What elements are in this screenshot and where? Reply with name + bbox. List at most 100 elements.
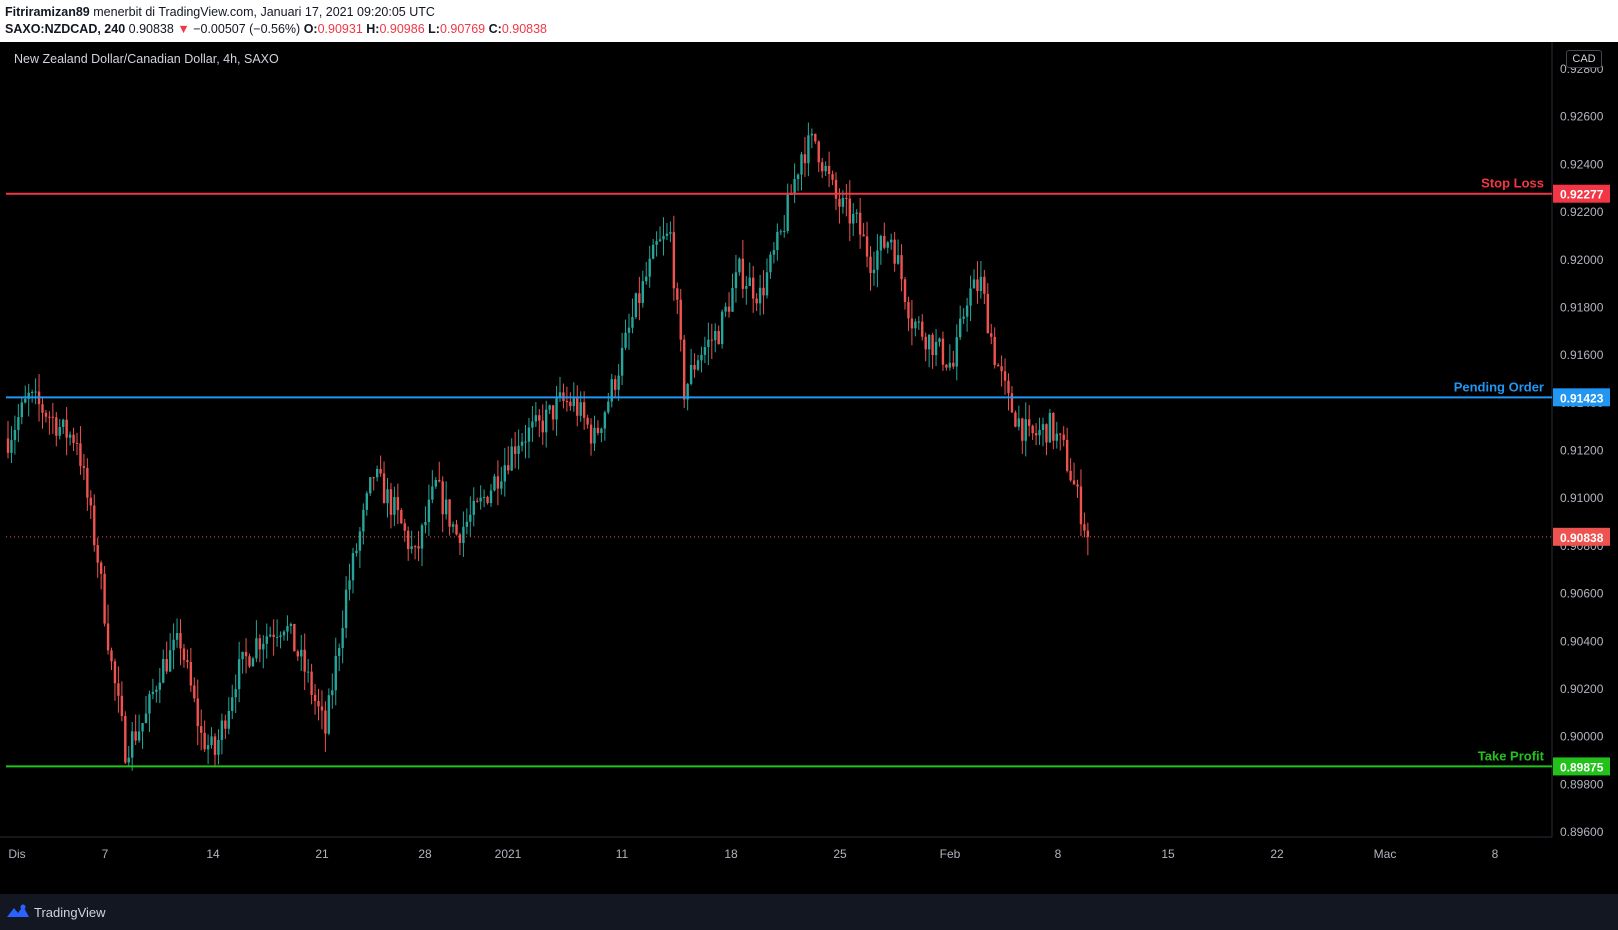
candle-body[interactable] (479, 497, 482, 502)
candle-body[interactable] (444, 499, 448, 515)
candle-body[interactable] (6, 438, 10, 453)
candle-body[interactable] (603, 412, 607, 429)
candle-body[interactable] (231, 697, 234, 711)
candle-body[interactable] (834, 179, 838, 199)
candle-body[interactable] (793, 179, 796, 195)
candle-body[interactable] (600, 428, 603, 434)
candle-body[interactable] (507, 465, 510, 471)
candle-body[interactable] (803, 154, 807, 164)
candle-body[interactable] (996, 364, 1000, 367)
candle-body[interactable] (75, 442, 79, 444)
candle-body[interactable] (386, 489, 389, 504)
candle-body[interactable] (262, 643, 265, 650)
candle-body[interactable] (269, 634, 272, 637)
candle-body[interactable] (196, 698, 199, 727)
candle-body[interactable] (20, 402, 23, 418)
candle-body[interactable] (955, 337, 958, 367)
candle-body[interactable] (1000, 366, 1003, 372)
candle-body[interactable] (838, 198, 841, 207)
candle-body[interactable] (658, 239, 662, 242)
candle-body[interactable] (213, 736, 217, 755)
candle-body[interactable] (303, 649, 306, 672)
candle-body[interactable] (610, 379, 613, 402)
candle-body[interactable] (351, 553, 355, 581)
candle-body[interactable] (86, 467, 89, 498)
candle-body[interactable] (831, 174, 834, 180)
candle-body[interactable] (1045, 424, 1048, 443)
candle-body[interactable] (741, 258, 745, 289)
candle-body[interactable] (1083, 524, 1086, 531)
candle-body[interactable] (545, 409, 548, 433)
candle-body[interactable] (783, 231, 786, 233)
candle-body[interactable] (921, 321, 924, 337)
candle-body[interactable] (855, 212, 858, 214)
candle-body[interactable] (103, 573, 106, 624)
candle-body[interactable] (1031, 425, 1034, 434)
candle-body[interactable] (272, 634, 275, 638)
candle-body[interactable] (217, 739, 220, 755)
candle-body[interactable] (976, 279, 979, 292)
candle-body[interactable] (324, 710, 327, 734)
candle-body[interactable] (845, 197, 848, 199)
candle-body[interactable] (162, 658, 165, 683)
candle-body[interactable] (752, 277, 755, 299)
candle-body[interactable] (852, 213, 855, 224)
candle-body[interactable] (841, 197, 845, 207)
candle-body[interactable] (662, 235, 665, 240)
candle-body[interactable] (686, 383, 689, 400)
candle-body[interactable] (772, 250, 776, 255)
candle-body[interactable] (1062, 434, 1065, 440)
candle-body[interactable] (1055, 433, 1058, 441)
candle-body[interactable] (579, 402, 582, 416)
candle-body[interactable] (51, 416, 55, 418)
candle-body[interactable] (79, 443, 82, 467)
candle-body[interactable] (1014, 412, 1017, 427)
candle-body[interactable] (817, 141, 820, 163)
candle-body[interactable] (327, 695, 331, 734)
candle-body[interactable] (796, 174, 800, 180)
candle-body[interactable] (279, 635, 282, 637)
candle-body[interactable] (182, 648, 186, 661)
candle-body[interactable] (748, 277, 751, 287)
candle-body[interactable] (810, 133, 814, 136)
candle-body[interactable] (907, 301, 910, 319)
candle-body[interactable] (106, 623, 110, 651)
candle-body[interactable] (569, 401, 572, 407)
candle-body[interactable] (341, 627, 344, 649)
candle-body[interactable] (862, 234, 865, 237)
tradingview-logo-icon[interactable] (6, 903, 30, 919)
candle-body[interactable] (786, 193, 789, 232)
candle-body[interactable] (903, 279, 907, 302)
candle-body[interactable] (241, 651, 244, 660)
candle-body[interactable] (734, 272, 738, 288)
candle-body[interactable] (614, 379, 617, 390)
candle-body[interactable] (124, 716, 127, 763)
candle-body[interactable] (983, 276, 986, 294)
candle-body[interactable] (1028, 419, 1031, 426)
candle-body[interactable] (586, 417, 589, 425)
candle-body[interactable] (62, 419, 65, 428)
candle-body[interactable] (144, 713, 148, 724)
candle-body[interactable] (931, 334, 934, 356)
candle-body[interactable] (58, 427, 61, 436)
candle-body[interactable] (168, 650, 172, 672)
candle-body[interactable] (941, 338, 945, 365)
candle-body[interactable] (700, 354, 703, 361)
candle-body[interactable] (1079, 486, 1083, 525)
candle-body[interactable] (451, 524, 455, 527)
candle-body[interactable] (127, 757, 130, 763)
candle-body[interactable] (313, 694, 317, 702)
candle-body[interactable] (627, 327, 631, 333)
candle-body[interactable] (596, 427, 600, 434)
candle-body[interactable] (965, 305, 969, 317)
candle-body[interactable] (248, 656, 251, 667)
candle-body[interactable] (379, 468, 382, 474)
candle-body[interactable] (1021, 418, 1024, 441)
candle-body[interactable] (282, 631, 286, 636)
candle-body[interactable] (306, 671, 310, 673)
candle-body[interactable] (1003, 371, 1007, 381)
candle-body[interactable] (869, 256, 872, 274)
candle-body[interactable] (296, 651, 299, 657)
candle-body[interactable] (396, 497, 400, 511)
candle-body[interactable] (1024, 419, 1027, 441)
